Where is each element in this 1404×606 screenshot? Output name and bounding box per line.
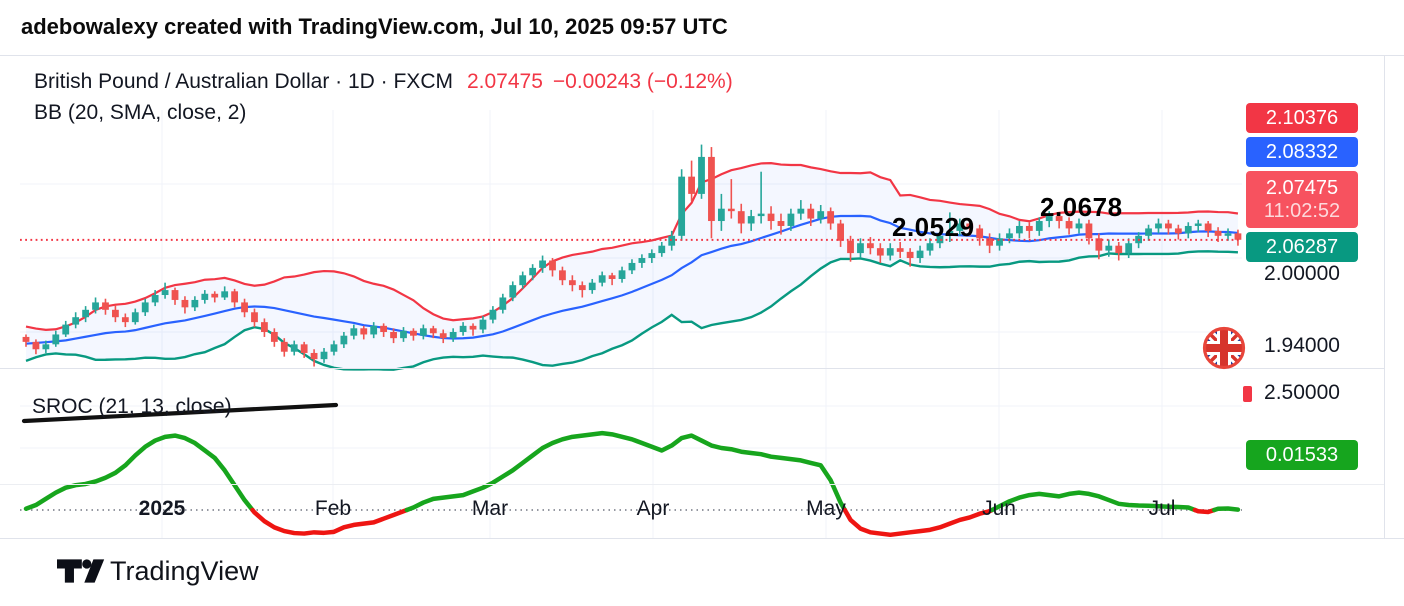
pane-divider[interactable]	[0, 368, 1384, 369]
axis-tick-label: 2.50000	[1264, 380, 1340, 404]
time-axis-label: Jul	[1148, 497, 1176, 520]
attribution-text: adebowalexy created with TradingView.com…	[21, 14, 728, 39]
price-annotation-2-0529: 2.0529	[892, 212, 975, 242]
time-axis-label: Feb	[314, 497, 352, 520]
tradingview-logo-icon[interactable]	[57, 552, 105, 590]
sroc-line	[23, 430, 1241, 538]
price-scale[interactable]: 2.10376 2.08332 2.07475 11:02:52 2.06287 2.00…	[1246, 55, 1384, 595]
union-jack	[1205, 329, 1243, 367]
clipped-label-edge	[1243, 386, 1252, 402]
bb-indicator-legend[interactable]: BB (20, SMA, close, 2)	[34, 101, 247, 124]
time-scale[interactable]: 2025 Feb Mar Apr May Jun Jul	[0, 495, 1384, 525]
axis-tick-label: 2.00000	[1264, 261, 1340, 285]
time-axis-label: Apr	[636, 497, 670, 520]
price-flag-label: 2.08332	[1246, 137, 1358, 167]
sroc-indicator-legend[interactable]: SROC (21, 13, close)	[32, 395, 232, 418]
price-annotation-2-0678: 2.0678	[1040, 192, 1123, 222]
symbol-title[interactable]: British Pound / Australian Dollar · 1D ·…	[34, 70, 453, 93]
bb-lower-band	[25, 250, 1239, 371]
price-axis-right-border	[1384, 55, 1385, 538]
price-flag-label: 2.10376	[1246, 103, 1358, 133]
quote-last-price: 2.07475	[466, 70, 543, 93]
chart-widget: British Pound / Australian Dollar · 1D ·…	[0, 55, 1404, 539]
bb-basis-line	[25, 214, 1239, 345]
bb-upper-band	[25, 162, 1239, 331]
gbp-flag-icon	[1202, 326, 1246, 370]
widget-top-border	[0, 55, 1404, 56]
time-axis-label: Jun	[982, 497, 1016, 520]
widget-bottom-border	[0, 538, 1404, 539]
symbol-legend[interactable]: British Pound / Australian Dollar · 1D ·…	[34, 70, 733, 94]
tradingview-brand-text[interactable]: TradingView	[110, 556, 259, 586]
trendline-drawing[interactable]	[21, 402, 339, 424]
time-axis-label: May	[806, 497, 846, 520]
footer-bar: TradingView	[0, 540, 1404, 606]
candlestick-series	[22, 144, 1242, 367]
price-flag-label: 2.07475 11:02:52	[1246, 171, 1358, 228]
axis-tick-label: 1.94000	[1264, 333, 1340, 357]
quote-change: −0.00243 (−0.12%)	[552, 70, 733, 93]
price-flag-label: 2.06287	[1246, 232, 1358, 262]
time-axis-label: 2025	[138, 497, 186, 520]
price-flag-label: 0.01533	[1246, 440, 1358, 470]
chart-canvas[interactable]	[0, 55, 1404, 606]
header-bar: adebowalexy created with TradingView.com…	[0, 0, 1404, 55]
time-axis-divider	[0, 484, 1384, 485]
time-axis-label: Mar	[471, 497, 509, 520]
gridlines	[20, 110, 1242, 538]
